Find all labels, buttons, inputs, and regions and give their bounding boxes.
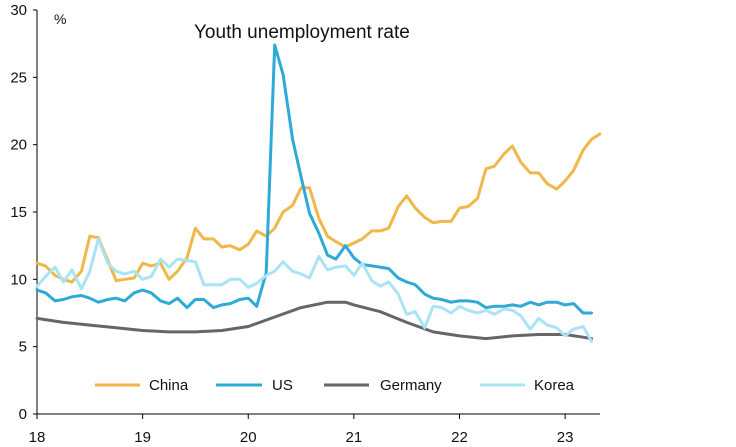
x-tick-label: 21	[346, 429, 363, 446]
legend-label-china: China	[149, 377, 189, 394]
x-tick-label: 18	[29, 429, 46, 446]
legend-label-germany: Germany	[380, 377, 442, 394]
series-line-china	[35, 132, 602, 284]
x-tick-label: 23	[557, 429, 574, 446]
series-line-korea	[35, 237, 593, 343]
legend: China US Germany Korea	[95, 377, 575, 394]
x-tick-label: 20	[240, 429, 257, 446]
y-ticks: 0 5 10 15 20 25 30	[10, 2, 37, 423]
y-axis-unit-label: %	[54, 11, 66, 27]
legend-label-us: US	[272, 377, 293, 394]
axes: 0 5 10 15 20 25 30 18 19 20 21 22 23	[10, 2, 600, 446]
y-tick-label: 25	[10, 69, 27, 86]
chart-title: Youth unemployment rate	[194, 22, 410, 43]
y-tick-label: 0	[19, 406, 27, 423]
x-ticks: 18 19 20 21 22 23	[29, 414, 574, 446]
y-tick-label: 5	[19, 339, 27, 356]
series-line-germany	[35, 300, 593, 341]
y-tick-label: 10	[10, 271, 27, 288]
series-line-us	[35, 43, 593, 315]
y-tick-label: 15	[10, 204, 27, 221]
legend-label-korea: Korea	[534, 377, 575, 394]
x-tick-label: 22	[451, 429, 468, 446]
x-tick-label: 19	[134, 429, 151, 446]
y-tick-label: 30	[10, 2, 27, 19]
y-tick-label: 20	[10, 137, 27, 154]
series-group	[35, 43, 602, 343]
